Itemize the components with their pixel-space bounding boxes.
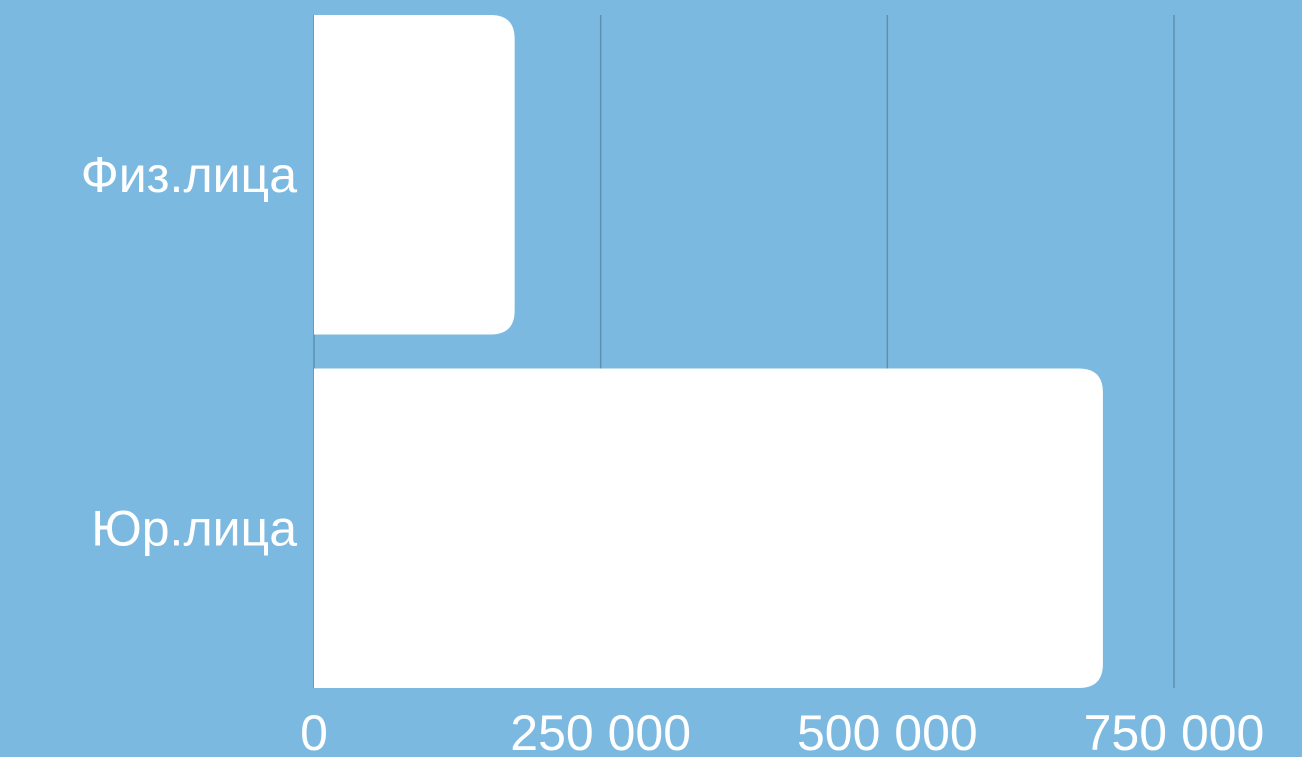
x-tick-label-1: 250 000 (510, 705, 691, 757)
bar-1 (314, 15, 515, 335)
category-labels: Физ.лица Юр.лица (81, 147, 298, 557)
category-label-1: Физ.лица (81, 147, 298, 203)
x-tick-label-3: 750 000 (1084, 705, 1265, 757)
x-tick-label-0: 0 (300, 705, 328, 757)
bars (314, 15, 1103, 688)
bar-2 (314, 368, 1103, 688)
x-axis-tick-labels: 0 250 000 500 000 750 000 (300, 705, 1264, 757)
x-tick-label-2: 500 000 (797, 705, 978, 757)
category-label-2: Юр.лица (91, 500, 297, 556)
